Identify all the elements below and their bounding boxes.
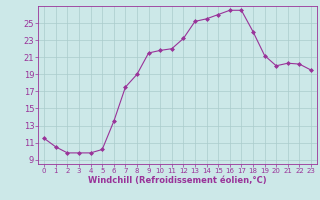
X-axis label: Windchill (Refroidissement éolien,°C): Windchill (Refroidissement éolien,°C) [88, 176, 267, 185]
